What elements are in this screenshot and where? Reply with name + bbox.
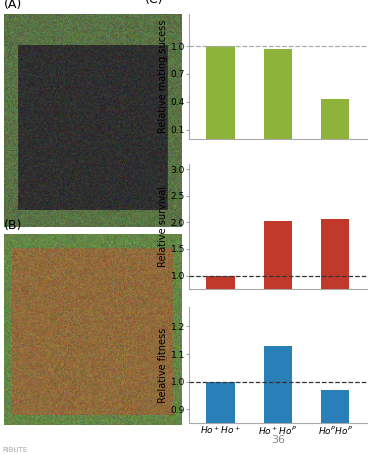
Bar [321,390,350,455]
Text: (A): (A) [4,0,22,11]
Bar [263,221,292,329]
Bar [321,219,350,329]
Text: (B): (B) [4,219,22,232]
Text: 36: 36 [271,435,285,445]
Bar [206,46,235,139]
Bar [263,346,292,455]
Bar [206,276,235,329]
Bar [321,99,350,139]
Text: (C): (C) [144,0,163,6]
Text: RIBUTE: RIBUTE [2,447,27,453]
Y-axis label: Relative survival: Relative survival [158,186,168,267]
Y-axis label: Relative fitness: Relative fitness [158,328,168,403]
Y-axis label: Relative mating sucess: Relative mating sucess [158,20,168,133]
Bar [206,382,235,455]
Bar [263,49,292,139]
